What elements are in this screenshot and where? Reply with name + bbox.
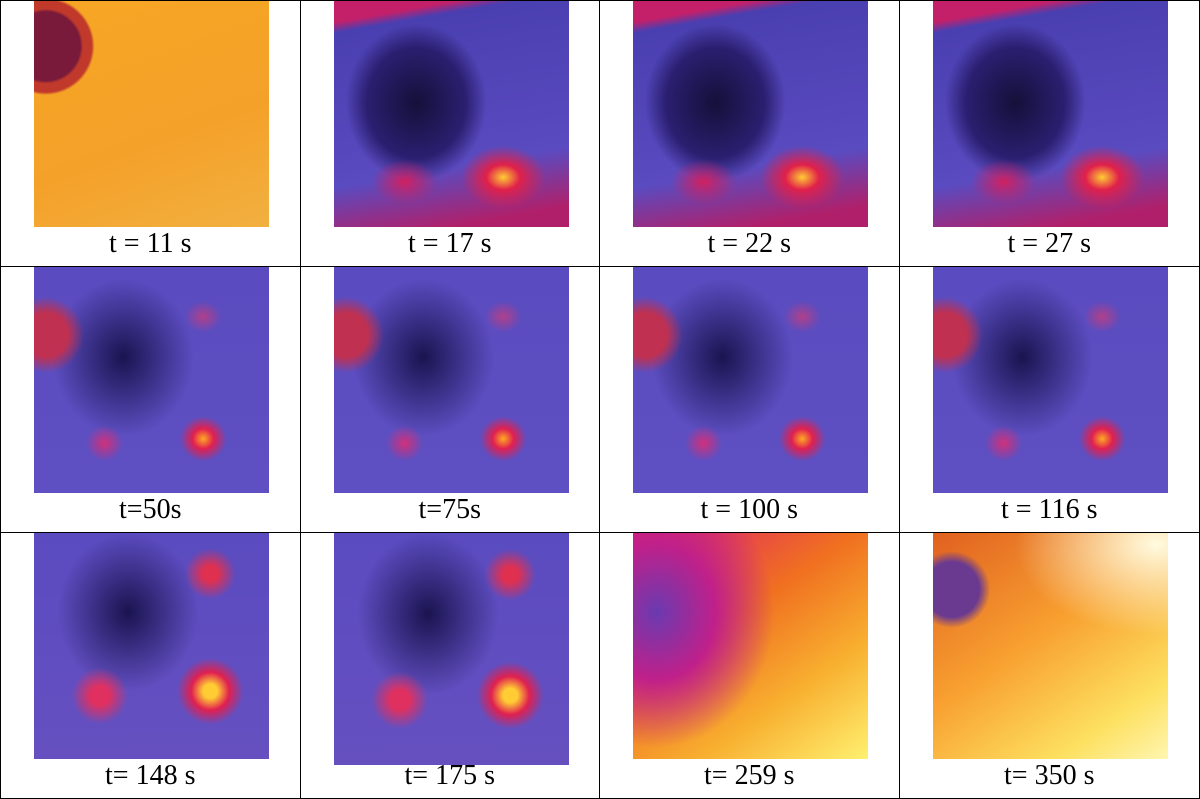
- panel: t = 11 s: [1, 1, 301, 267]
- panel-label: t=75s: [418, 494, 481, 525]
- panel-label: t = 100 s: [700, 494, 798, 525]
- panel-label: t= 175 s: [404, 760, 495, 791]
- panel-label: t = 11 s: [109, 228, 192, 259]
- thermal-image: [932, 267, 1168, 493]
- panel: t= 259 s: [600, 533, 900, 798]
- thermal-image: [633, 267, 868, 493]
- panel: t = 116 s: [899, 267, 1199, 533]
- panel-label: t= 350 s: [1004, 760, 1095, 791]
- panel: t=75s: [300, 267, 600, 533]
- thermal-image: [633, 533, 868, 759]
- thermal-image: [34, 533, 269, 759]
- panel: t= 175 s: [301, 533, 600, 798]
- panel: t = 17 s: [300, 1, 600, 267]
- panel: t = 100 s: [600, 267, 900, 533]
- panel: t=50s: [1, 267, 301, 533]
- panel-label: t = 17 s: [408, 228, 492, 259]
- thermal-image: [932, 1, 1168, 227]
- panel: t= 350 s: [900, 533, 1200, 798]
- panel: t = 22 s: [600, 1, 900, 267]
- panel-label: t = 22 s: [707, 228, 791, 259]
- thermal-image: [333, 533, 569, 765]
- thermal-image: [333, 1, 569, 227]
- panel: t = 27 s: [899, 1, 1199, 267]
- thermal-image: [34, 267, 269, 493]
- panel-label: t = 116 s: [1001, 494, 1098, 525]
- panel-label: t= 259 s: [704, 760, 795, 791]
- thermal-image: [932, 533, 1168, 759]
- thermal-image: [633, 1, 868, 227]
- thermal-image: [34, 1, 269, 227]
- panel-label: t=50s: [119, 494, 182, 525]
- panel-label: t= 148 s: [105, 760, 196, 791]
- thermal-image: [333, 267, 569, 493]
- panel-label: t = 27 s: [1007, 228, 1091, 259]
- panel: t= 148 s: [1, 533, 301, 798]
